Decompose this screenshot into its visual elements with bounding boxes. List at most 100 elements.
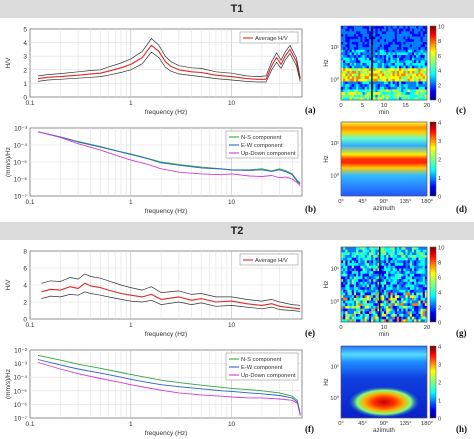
heatmap-cell [349,26,353,29]
heatmap-cell [366,271,370,275]
heatmap-cell [368,63,372,66]
heatmap-cell [349,276,353,280]
heatmap-cell [394,55,398,59]
heatmap-cell [424,68,428,72]
heatmap-cell [401,292,404,296]
heatmap-cell [411,78,415,82]
heatmap-cell [373,65,376,69]
heatmap-cell [351,44,355,48]
heatmap-cell [360,63,363,66]
heatmap-cell [388,63,391,66]
heatmap-cell [343,300,346,304]
heatmap-cell [373,249,376,253]
colorbar-tick-label: 4 [438,344,442,350]
heatmap-cell [373,94,376,98]
heatmap-cell [377,289,380,293]
heatmap-cell [366,252,370,256]
heatmap-cell [405,89,408,93]
heatmap-cell [345,39,348,43]
heatmap-cell [396,257,400,261]
heatmap-cell [347,292,350,296]
heatmap-cell [420,94,423,98]
heatmap-cell [358,94,361,98]
heatmap-cell [360,78,363,82]
heatmap-cell [373,316,376,320]
heatmap-cell [373,247,376,250]
heatmap-cell [416,263,419,267]
heatmap-cell [409,319,413,323]
heatmap-cell [368,287,372,291]
heatmap-cell [388,44,391,48]
heatmap-cell [411,319,415,323]
heatmap-cell [384,247,387,250]
heatmap-cell [399,26,402,29]
heatmap-cell [390,289,393,293]
heatmap-cell [405,313,408,317]
heatmap-cell [390,78,393,82]
heatmap-cell [414,268,417,272]
heatmap-cell [388,70,391,74]
heatmap-cell [420,49,423,53]
heatmap-cell [351,308,355,312]
heatmap-cell [403,63,406,66]
heatmap-cell [353,287,357,291]
heatmap-cell [341,279,344,283]
heatmap-cell [381,316,385,320]
heatmap-cell [373,78,376,82]
heatmap-cell [386,319,389,323]
heatmap-cell [381,63,385,66]
heatmap-cell [388,257,391,261]
heatmap-cell [364,249,368,253]
heatmap-cell [416,257,419,261]
heatmap-cell [399,287,402,291]
heatmap-cell [366,249,370,253]
heatmap-cell [388,319,391,323]
heatmap-cell [394,303,398,307]
heatmap-cell [381,60,385,64]
heatmap-cell [384,284,387,288]
heatmap-cell [381,39,385,43]
heatmap-cell [422,249,426,253]
heatmap-cell [362,284,365,288]
heatmap-cell [394,97,398,101]
heatmap-cell [411,308,415,312]
heatmap-cell [403,78,406,82]
heatmap-cell [411,94,415,98]
heatmap-cell [360,276,363,280]
heatmap-cell [392,316,396,320]
heatmap-cell [341,68,344,72]
heatmap-cell [407,249,411,253]
heatmap-cell [418,52,421,56]
heatmap-cell [392,295,396,299]
heatmap-cell [409,26,413,29]
heatmap-cell [353,276,357,280]
heatmap-cell [377,249,380,253]
heatmap-cell [353,47,357,51]
heatmap-cell [379,39,383,43]
y-tick-label: 5 [23,27,27,34]
heatmap-cell [394,26,398,29]
heatmap-cell [373,36,376,40]
heatmap-cell [399,273,402,277]
heatmap-cell [388,255,391,259]
heatmap-cell [422,271,426,275]
heatmap-cell [403,73,406,77]
y-axis-label: (mm/s)/Hz [5,369,12,399]
heatmap-cell [390,81,393,85]
heatmap-cell [401,63,404,66]
heatmap-cell [390,57,393,61]
x-tick-label: 10 [228,322,236,329]
heatmap-cell [420,76,423,80]
heatmap-cell [373,76,376,80]
heatmap-cell [379,70,383,74]
x-axis-label: min [379,109,390,116]
heatmap-cell [414,49,417,53]
heatmap-cell [353,292,357,296]
heatmap-cell [411,89,415,93]
plot-frame [340,25,428,101]
heatmap-cell [356,52,359,56]
heatmap-cell [379,281,383,285]
heatmap-cell [390,305,393,309]
heatmap-cell [399,260,402,264]
heatmap-cell [416,279,419,283]
